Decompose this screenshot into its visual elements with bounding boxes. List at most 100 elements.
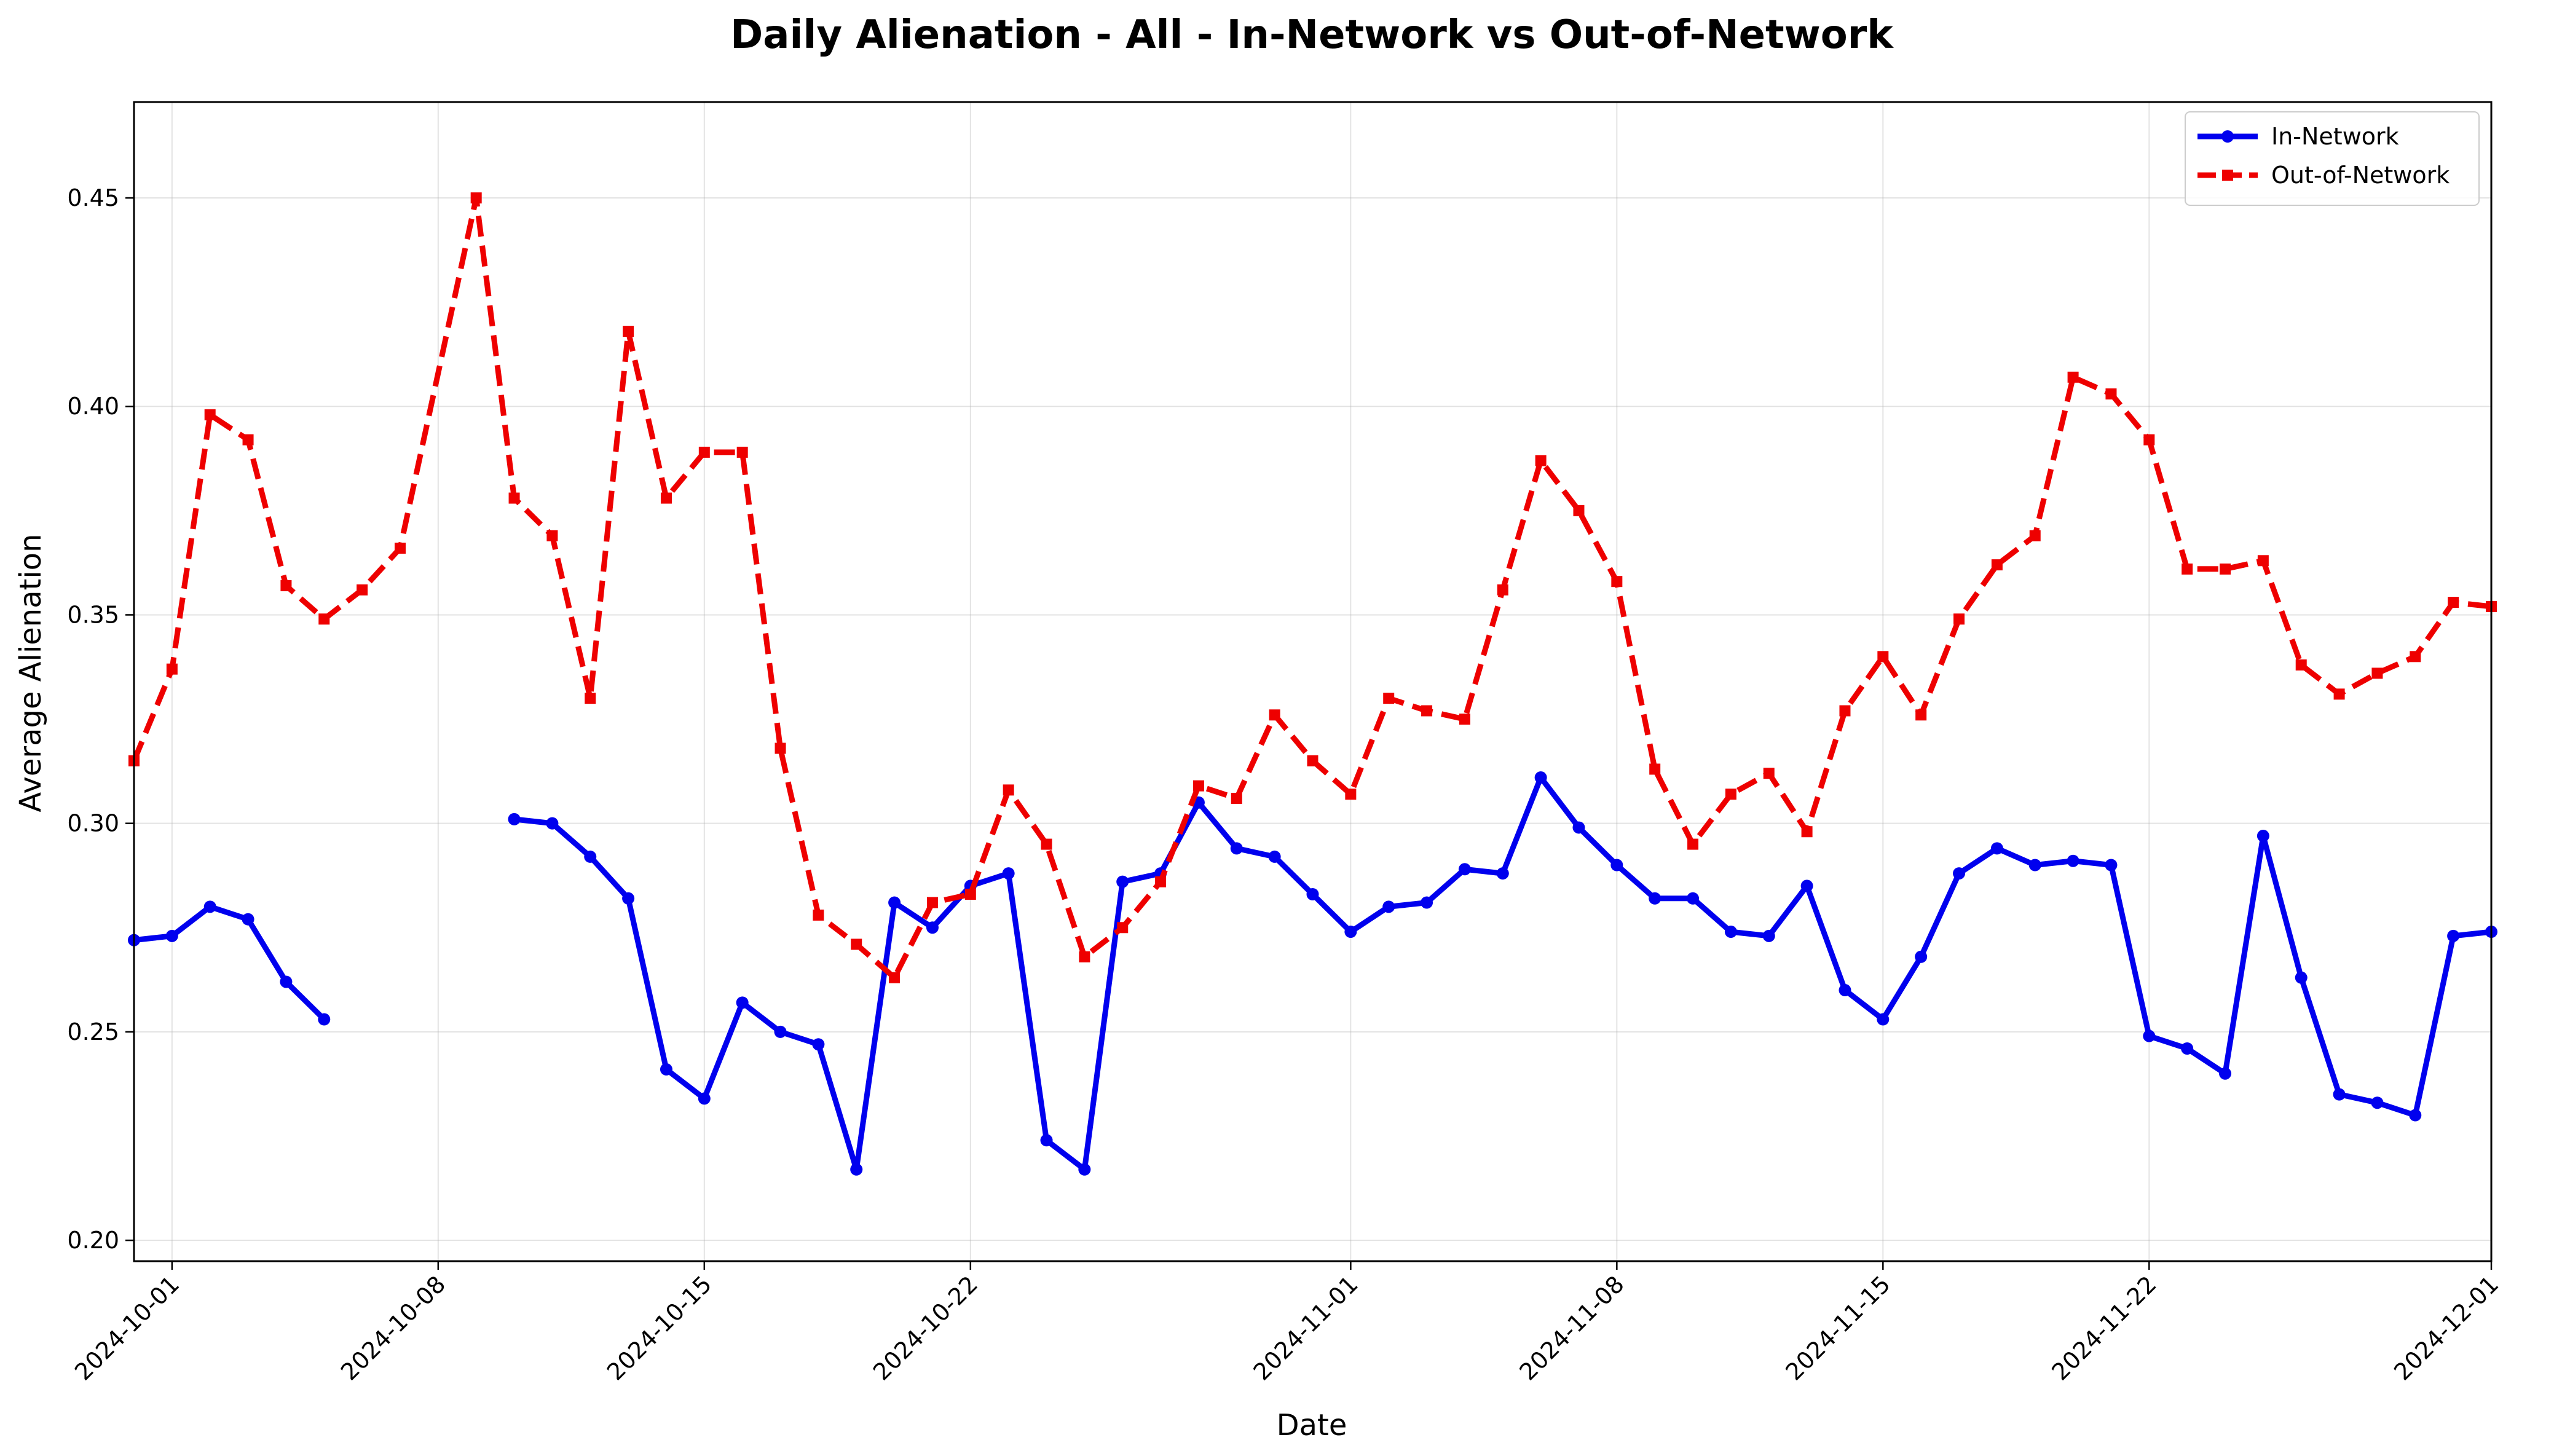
in-network-point	[2143, 1029, 2156, 1042]
out-of-network-point	[2257, 555, 2269, 567]
out-of-network-point	[2143, 434, 2155, 446]
out-of-network-point	[1117, 922, 1129, 934]
in-network-point	[850, 1163, 863, 1176]
in-network-point	[1915, 950, 1928, 963]
in-network-point	[280, 975, 293, 988]
in-network-point	[242, 913, 254, 926]
y-tick-label: 0.45	[67, 184, 119, 211]
in-network-point	[2067, 854, 2079, 867]
in-network-point	[546, 817, 559, 830]
in-network-point	[1724, 926, 1737, 939]
legend-label-out-of-network: Out-of-Network	[2271, 162, 2450, 189]
out-of-network-point	[775, 742, 786, 754]
out-of-network-series	[128, 192, 2497, 983]
out-of-network-point	[2333, 688, 2345, 700]
in-network-point	[812, 1038, 825, 1051]
series-layer	[128, 192, 2497, 1176]
in-network-point	[1534, 771, 1547, 784]
out-of-network-point	[1991, 559, 2003, 571]
in-network-point	[165, 929, 178, 942]
out-of-network-point	[1611, 576, 1623, 588]
out-of-network-point	[1687, 838, 1699, 850]
in-network-point	[1496, 867, 1509, 880]
x-axis-label: Date	[1277, 1408, 1347, 1442]
out-of-network-point	[736, 446, 748, 458]
out-of-network-point	[1345, 789, 1357, 800]
out-of-network-point	[242, 434, 254, 446]
out-of-network-point	[318, 613, 330, 625]
out-of-network-point	[2220, 563, 2231, 575]
out-of-network-point	[546, 530, 558, 541]
in-network-point	[1877, 1013, 1890, 1026]
in-network-point	[1800, 880, 1813, 892]
in-network-point	[1116, 875, 1129, 888]
out-of-network-point	[2448, 597, 2459, 608]
out-of-network-point	[1839, 705, 1851, 717]
legend-box	[2185, 111, 2480, 206]
out-of-network-point	[1459, 714, 1470, 725]
out-of-network-point	[1953, 613, 1965, 625]
out-of-network-point	[1497, 584, 1508, 596]
out-of-network-point	[926, 897, 938, 908]
in-network-point	[736, 996, 749, 1009]
out-of-network-point	[813, 909, 824, 921]
out-of-network-point	[1383, 693, 1395, 704]
in-network-point	[318, 1013, 331, 1026]
out-of-network-point	[357, 584, 368, 596]
in-network-point	[1382, 900, 1395, 913]
out-of-network-point	[1801, 826, 1813, 838]
out-of-network-point	[698, 446, 710, 458]
in-network-series	[128, 771, 2497, 1176]
plot-frame	[133, 101, 2493, 1262]
out-of-network-point	[508, 492, 520, 504]
out-of-network-point	[1535, 455, 1547, 466]
in-network-point	[2295, 971, 2308, 984]
out-of-network-point	[1915, 709, 1927, 721]
out-of-network-point	[2371, 667, 2383, 679]
in-network-point	[2219, 1067, 2232, 1080]
in-network-point	[1458, 863, 1471, 876]
out-of-network-point	[1573, 505, 1585, 516]
out-of-network-point	[2067, 371, 2079, 383]
in-network-point	[1649, 892, 1661, 905]
in-network-point	[2105, 859, 2118, 872]
out-of-network-point	[660, 492, 672, 504]
out-of-network-point	[1421, 705, 1433, 717]
out-of-network-point	[1003, 784, 1014, 796]
out-of-network-point	[470, 192, 482, 204]
out-of-network-point	[166, 663, 178, 675]
y-tick-label: 0.40	[67, 393, 119, 420]
y-tick-label: 0.25	[67, 1018, 119, 1045]
out-of-network-point	[964, 888, 976, 900]
y-tick-label: 0.20	[67, 1227, 119, 1254]
in-network-point	[1762, 929, 1775, 942]
in-network-point	[774, 1025, 787, 1038]
out-of-network-point	[2410, 651, 2421, 663]
in-network-point	[2028, 859, 2041, 872]
in-network-point	[2447, 929, 2460, 942]
legend: In-Network Out-of-Network	[2185, 111, 2480, 206]
out-of-network-point	[1192, 780, 1204, 792]
out-of-network-point	[2029, 530, 2041, 541]
out-of-network-point	[1307, 755, 1318, 766]
out-of-network-point	[851, 939, 862, 950]
in-network-point	[1078, 1163, 1091, 1176]
in-network-point	[698, 1092, 711, 1105]
out-of-network-point	[1041, 838, 1052, 850]
legend-label-in-network: In-Network	[2271, 123, 2399, 150]
out-of-network-point	[280, 580, 292, 591]
in-network-point	[1610, 859, 1623, 872]
y-axis-label: Average Alienation	[14, 533, 48, 812]
out-of-network-point	[623, 326, 634, 337]
out-of-network-point	[1079, 951, 1090, 962]
legend-marker-out-of-network	[2222, 170, 2233, 181]
out-of-network-point	[2295, 659, 2307, 671]
out-of-network-point	[1231, 792, 1242, 804]
in-network-point	[888, 896, 901, 909]
out-of-network-point	[1269, 709, 1280, 721]
in-network-point	[926, 921, 939, 934]
in-network-point	[1230, 842, 1243, 855]
in-network-point	[622, 892, 635, 905]
in-network-point	[1839, 984, 1851, 997]
